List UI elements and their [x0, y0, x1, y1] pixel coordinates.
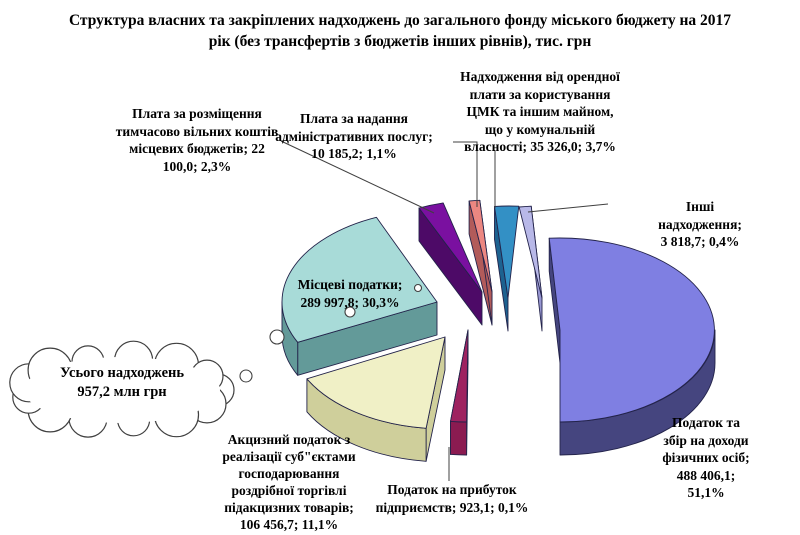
total-callout-text: Усього надходжень 957,2 млн грн: [59, 365, 185, 400]
slice-label-excise-tax: Акцизний податок з реалізації суб"єктами…: [222, 432, 356, 532]
slice-label-rent: Надходження від орендної плати за корист…: [460, 69, 620, 154]
chart-title: Структура власних та закріплених надходж…: [68, 12, 732, 50]
pie-slice-4: [418, 202, 483, 326]
pie-slice-6: [494, 205, 520, 332]
cloud-callout: [9, 340, 235, 438]
pie-slice-7: [518, 205, 543, 332]
pie-slice-0: [548, 237, 716, 456]
slice-label-deposits: Плата за розміщення тимчасово вільних ко…: [115, 106, 279, 174]
slice-label-admin-services: Плата за надання адміністративних послуг…: [275, 111, 433, 161]
cloud-trail-bubbles: [239, 283, 423, 383]
slice-label-other: Інші надходження; 3 818,7; 0,4%: [658, 199, 742, 249]
slice-label-profit-tax: Податок на прибуток підприємств; 923,1; …: [375, 482, 529, 515]
slice-label-personal-income-tax: Податок та збір на доходи фізичних осіб;…: [662, 415, 750, 500]
pie-slice-5: [468, 199, 493, 326]
leader-lines: [280, 140, 609, 481]
pie-slice-2: [306, 336, 446, 462]
slice-label-local-taxes: Місцеві податки; 289 997,8; 30,3%: [297, 277, 403, 310]
pie-slice-3: [281, 216, 438, 376]
pie-slice-1: [450, 329, 469, 456]
